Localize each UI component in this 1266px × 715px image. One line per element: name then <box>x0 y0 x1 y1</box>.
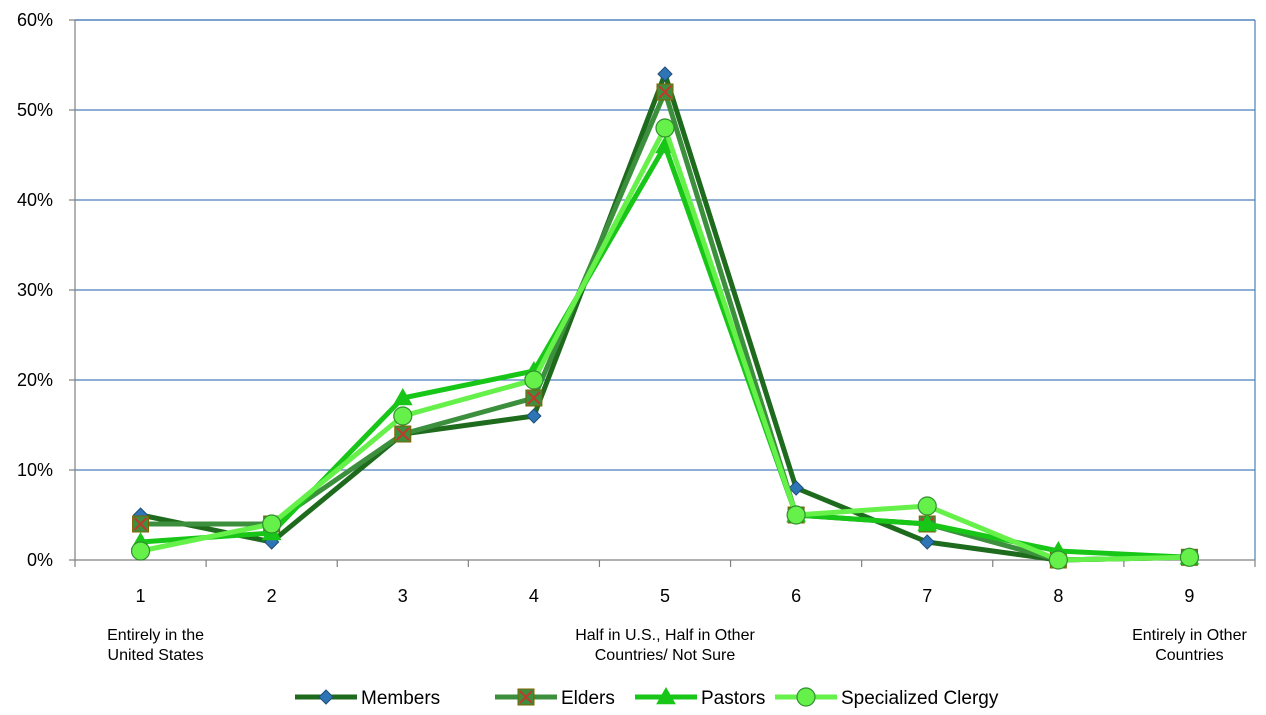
category-annotations: Entirely in the United States Half in U.S.… <box>107 627 1247 664</box>
data-point <box>1048 550 1068 570</box>
legend-marker <box>796 687 816 707</box>
legend-item: Specialized Clergy <box>775 687 999 709</box>
y-tick-label: 0% <box>27 550 53 570</box>
series-specialized-clergy <box>130 118 1200 570</box>
data-point <box>917 496 937 516</box>
series-line <box>140 125 1190 563</box>
x-tick-label: 7 <box>922 586 932 606</box>
x-tick-label: 1 <box>136 586 146 606</box>
legend-label: Pastors <box>701 688 765 709</box>
legend-marker-cross <box>519 690 533 704</box>
category-annotation-line: Half in U.S., Half in Other <box>575 627 755 644</box>
series-lines <box>130 66 1200 570</box>
y-tick-label: 20% <box>17 370 53 390</box>
category-annotation-line: United States <box>108 647 204 664</box>
series-pastors <box>130 135 1200 565</box>
data-point <box>657 66 673 82</box>
series-line <box>140 89 1190 563</box>
series-line <box>140 143 1190 560</box>
category-annotation-line: Entirely in Other <box>1132 627 1247 644</box>
data-point <box>1179 547 1200 567</box>
data-point <box>526 408 542 424</box>
legend-label: Members <box>361 688 440 709</box>
legend-label: Elders <box>561 688 615 709</box>
data-point-cross <box>396 427 410 441</box>
data-point <box>655 118 675 138</box>
x-tick-label: 3 <box>398 586 408 606</box>
data-point <box>917 513 938 532</box>
y-tick-label: 10% <box>17 460 53 480</box>
y-tick-label: 40% <box>17 190 53 210</box>
x-tick-label: 5 <box>660 586 670 606</box>
category-annotation-line: Countries/ Not Sure <box>595 647 736 664</box>
legend: Members Elders Pastors Specialized Clergy <box>295 686 999 709</box>
category-annotation-line: Entirely in the <box>107 627 204 644</box>
x-tick-label: 4 <box>529 586 539 606</box>
legend-item: Pastors <box>635 686 765 709</box>
category-annotation-line: Countries <box>1155 647 1223 664</box>
data-point-cross <box>133 517 148 531</box>
data-point <box>130 541 151 561</box>
y-tick-label: 50% <box>17 100 53 120</box>
x-tick-label: 9 <box>1184 586 1194 606</box>
x-axis-tick-labels: 1 2 3 4 5 6 7 8 9 <box>136 586 1195 606</box>
data-point <box>393 406 413 426</box>
x-tick-label: 8 <box>1053 586 1063 606</box>
data-point <box>524 370 544 390</box>
data-point <box>919 534 935 550</box>
x-tick-label: 6 <box>791 586 801 606</box>
legend-label: Specialized Clergy <box>841 688 999 709</box>
legend-marker <box>656 686 676 705</box>
legend-item: Members <box>295 688 440 709</box>
y-axis-tick-labels: 0% 10% 20% 30% 40% 50% 60% <box>17 10 53 570</box>
y-tick-label: 60% <box>17 10 53 30</box>
legend-item: Elders <box>495 688 615 709</box>
x-tick-label: 2 <box>267 586 277 606</box>
data-point <box>786 505 806 525</box>
data-point <box>788 480 804 496</box>
data-point <box>262 514 282 534</box>
data-point-cross <box>658 85 672 99</box>
data-point-cross <box>527 391 541 405</box>
data-point <box>392 387 413 406</box>
legend-marker <box>318 689 334 705</box>
y-tick-label: 30% <box>17 280 53 300</box>
series-elders <box>132 83 1198 569</box>
